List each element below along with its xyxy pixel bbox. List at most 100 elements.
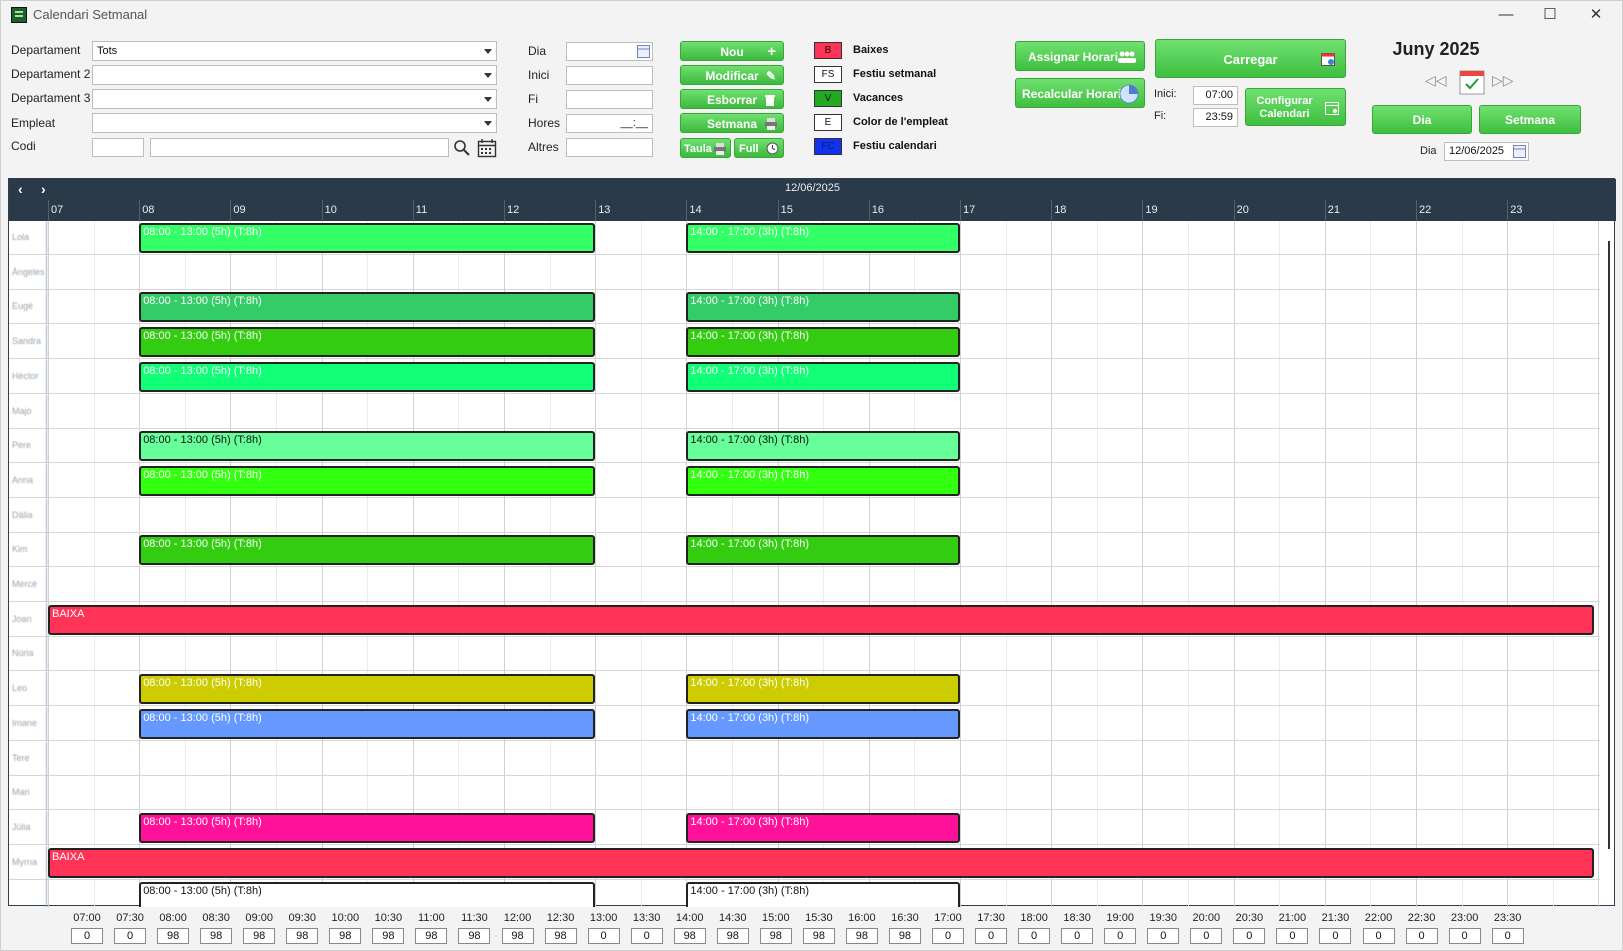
shift-appointment[interactable]: 08:00 - 13:00 (5h) (T:8h) — [139, 361, 596, 392]
schedule-row[interactable]: Imane 08:00 - 13:00 (5h) (T:8h) 14:00 - 17… — [9, 706, 1600, 741]
shift-appointment[interactable]: 14:00 - 17:00 (3h) (T:8h) — [686, 223, 960, 253]
esborrar-button[interactable]: Esborrar — [680, 89, 784, 109]
departament2-select[interactable] — [92, 65, 497, 85]
schedule-row[interactable]: Tere — [9, 741, 1600, 776]
codi-name-input[interactable] — [150, 138, 449, 157]
nou-button[interactable]: Nou + — [680, 41, 784, 61]
modificar-button[interactable]: Modificar ✎ — [680, 65, 784, 85]
schedule-row[interactable]: Pere 08:00 - 13:00 (5h) (T:8h) 14:00 - 17:… — [9, 429, 1600, 464]
hores-label: Hores — [528, 116, 561, 130]
shift-appointment[interactable]: 14:00 - 17:00 (3h) (T:8h) — [686, 465, 960, 496]
departament-select[interactable]: Tots — [92, 41, 497, 61]
schedule-row[interactable]: Àngeles — [9, 255, 1600, 290]
shift-appointment[interactable]: 14:00 - 17:00 (3h) (T:8h) — [686, 327, 960, 358]
employee-name: Leo — [9, 672, 47, 707]
chevron-left-icon[interactable]: ‹ — [18, 181, 23, 197]
counter-value: 98 — [286, 928, 319, 944]
shift-appointment[interactable]: 08:00 - 13:00 (5h) (T:8h) — [139, 674, 596, 705]
assignar-horari-button[interactable]: Assignar Horari — [1015, 41, 1145, 71]
schedule-row[interactable]: 08:00 - 13:00 (5h) (T:8h) 14:00 - 17:00 (… — [9, 880, 1600, 907]
shift-appointment[interactable]: 08:00 - 13:00 (5h) (T:8h) — [139, 327, 596, 358]
calendar-icon[interactable] — [477, 138, 497, 158]
today-calendar-icon[interactable] — [1459, 69, 1485, 95]
setmana-view-button[interactable]: Setmana — [1479, 105, 1581, 134]
inici-input[interactable] — [566, 66, 653, 85]
schedule-row[interactable]: Myrna BAIXA — [9, 845, 1600, 880]
baixa-appointment[interactable]: BAIXA — [48, 847, 1594, 878]
setmana-print-button[interactable]: Setmana — [680, 113, 784, 133]
schedule-row[interactable]: Kim 08:00 - 13:00 (5h) (T:8h) 14:00 - 17:0… — [9, 533, 1600, 568]
altres-input[interactable] — [566, 138, 653, 157]
shift-appointment[interactable]: 08:00 - 13:00 (5h) (T:8h) — [139, 431, 596, 462]
full-button[interactable]: Full — [734, 138, 784, 158]
shift-appointment[interactable]: 08:00 - 13:00 (5h) (T:8h) — [139, 812, 596, 843]
codi-input[interactable] — [92, 138, 144, 157]
fi-input[interactable] — [566, 90, 653, 109]
carregar-button[interactable]: Carregar — [1155, 39, 1346, 78]
prev-month-icon[interactable]: ◁◁ — [1425, 72, 1447, 88]
counter-time-label: 19:30 — [1149, 912, 1178, 924]
schedule-row[interactable]: Joan BAIXA — [9, 602, 1600, 637]
minimize-button[interactable]: — — [1498, 6, 1514, 23]
range-inici-input[interactable]: 07:00 — [1193, 86, 1238, 105]
counter-value: 0 — [630, 928, 663, 944]
maximize-button[interactable]: ☐ — [1543, 6, 1557, 23]
window-title: Calendari Setmanal — [33, 7, 148, 22]
schedule-row[interactable]: Lola 08:00 - 13:00 (5h) (T:8h) 14:00 - 17:… — [9, 221, 1600, 255]
shift-appointment[interactable]: 14:00 - 17:00 (3h) (T:8h) — [686, 674, 960, 705]
shift-appointment[interactable]: 14:00 - 17:00 (3h) (T:8h) — [686, 535, 960, 566]
grid-line — [1188, 221, 1189, 907]
dia-input[interactable] — [566, 42, 653, 61]
taula-button[interactable]: Taula — [680, 138, 731, 158]
hour-separator — [686, 200, 688, 221]
legend-label-b: Baixes — [853, 44, 889, 56]
shift-appointment[interactable]: 14:00 - 17:00 (3h) (T:8h) — [686, 431, 960, 462]
vertical-scrollbar[interactable] — [1608, 241, 1610, 849]
next-month-icon[interactable]: ▷▷ — [1492, 72, 1514, 88]
departament3-select[interactable] — [92, 89, 497, 109]
calendar-dia-input[interactable]: 12/06/2025 — [1444, 142, 1529, 161]
chevron-right-icon[interactable]: › — [41, 181, 46, 197]
schedule-row[interactable]: Sandra 08:00 - 13:00 (5h) (T:8h) 14:00 - 1… — [9, 325, 1600, 360]
empleat-select[interactable] — [92, 113, 497, 133]
search-icon[interactable] — [453, 139, 471, 157]
shift-appointment[interactable]: 08:00 - 13:00 (5h) (T:8h) — [139, 223, 596, 253]
shift-appointment[interactable]: 14:00 - 17:00 (3h) (T:8h) — [686, 292, 960, 323]
counter-value: 98 — [329, 928, 362, 944]
schedule-row[interactable]: Mercè — [9, 568, 1600, 602]
hour-label-16: 16 — [871, 204, 885, 216]
shift-appointment[interactable]: 08:00 - 13:00 (5h) (T:8h) — [139, 535, 596, 566]
shift-appointment[interactable]: 08:00 - 13:00 (5h) (T:8h) — [139, 292, 596, 323]
date-picker-icon[interactable] — [637, 45, 650, 58]
configurar-calendari-button[interactable]: Configurar Calendari — [1245, 88, 1346, 126]
close-button[interactable]: ✕ — [1589, 6, 1603, 23]
schedule-row[interactable]: Núria — [9, 637, 1600, 672]
hores-input[interactable]: __:__ — [566, 114, 653, 133]
baixa-appointment[interactable]: BAIXA — [48, 604, 1594, 635]
date-picker-icon[interactable] — [1513, 145, 1526, 158]
schedule-row[interactable]: Dàlia — [9, 498, 1600, 533]
schedule-row[interactable]: Mari — [9, 776, 1600, 811]
shift-appointment[interactable]: 08:00 - 13:00 (5h) (T:8h) — [139, 882, 596, 907]
hour-separator — [1324, 200, 1326, 221]
schedule-row[interactable]: Júlia 08:00 - 13:00 (5h) (T:8h) 14:00 - 17… — [9, 810, 1600, 845]
shift-appointment[interactable]: 14:00 - 17:00 (3h) (T:8h) — [686, 812, 960, 843]
scheduler-grid[interactable]: Lola 08:00 - 13:00 (5h) (T:8h) 14:00 - 17:… — [9, 221, 1600, 907]
schedule-row[interactable]: Anna 08:00 - 13:00 (5h) (T:8h) 14:00 - 17:… — [9, 463, 1600, 498]
dia-view-button[interactable]: Dia — [1372, 105, 1472, 134]
schedule-row[interactable]: Eugè 08:00 - 13:00 (5h) (T:8h) 14:00 - 17:… — [9, 290, 1600, 325]
shift-appointment[interactable]: 14:00 - 17:00 (3h) (T:8h) — [686, 708, 960, 739]
shift-appointment[interactable]: 08:00 - 13:00 (5h) (T:8h) — [139, 465, 596, 496]
schedule-row[interactable]: Leo 08:00 - 13:00 (5h) (T:8h) 14:00 - 17:0… — [9, 672, 1600, 707]
shift-appointment[interactable]: 14:00 - 17:00 (3h) (T:8h) — [686, 882, 960, 907]
shift-appointment[interactable]: 08:00 - 13:00 (5h) (T:8h) — [139, 708, 596, 739]
departament-value: Tots — [97, 45, 118, 57]
counter-value: 0 — [1147, 928, 1180, 944]
recalcular-horari-button[interactable]: Recalcular Horari — [1015, 78, 1145, 108]
schedule-row[interactable]: Majo — [9, 394, 1600, 429]
shift-appointment[interactable]: 14:00 - 17:00 (3h) (T:8h) — [686, 361, 960, 392]
counter-value: 0 — [1018, 928, 1051, 944]
range-fi-input[interactable]: 23:59 — [1193, 108, 1238, 127]
schedule-row[interactable]: Hèctor 08:00 - 13:00 (5h) (T:8h) 14:00 - 1… — [9, 359, 1600, 394]
